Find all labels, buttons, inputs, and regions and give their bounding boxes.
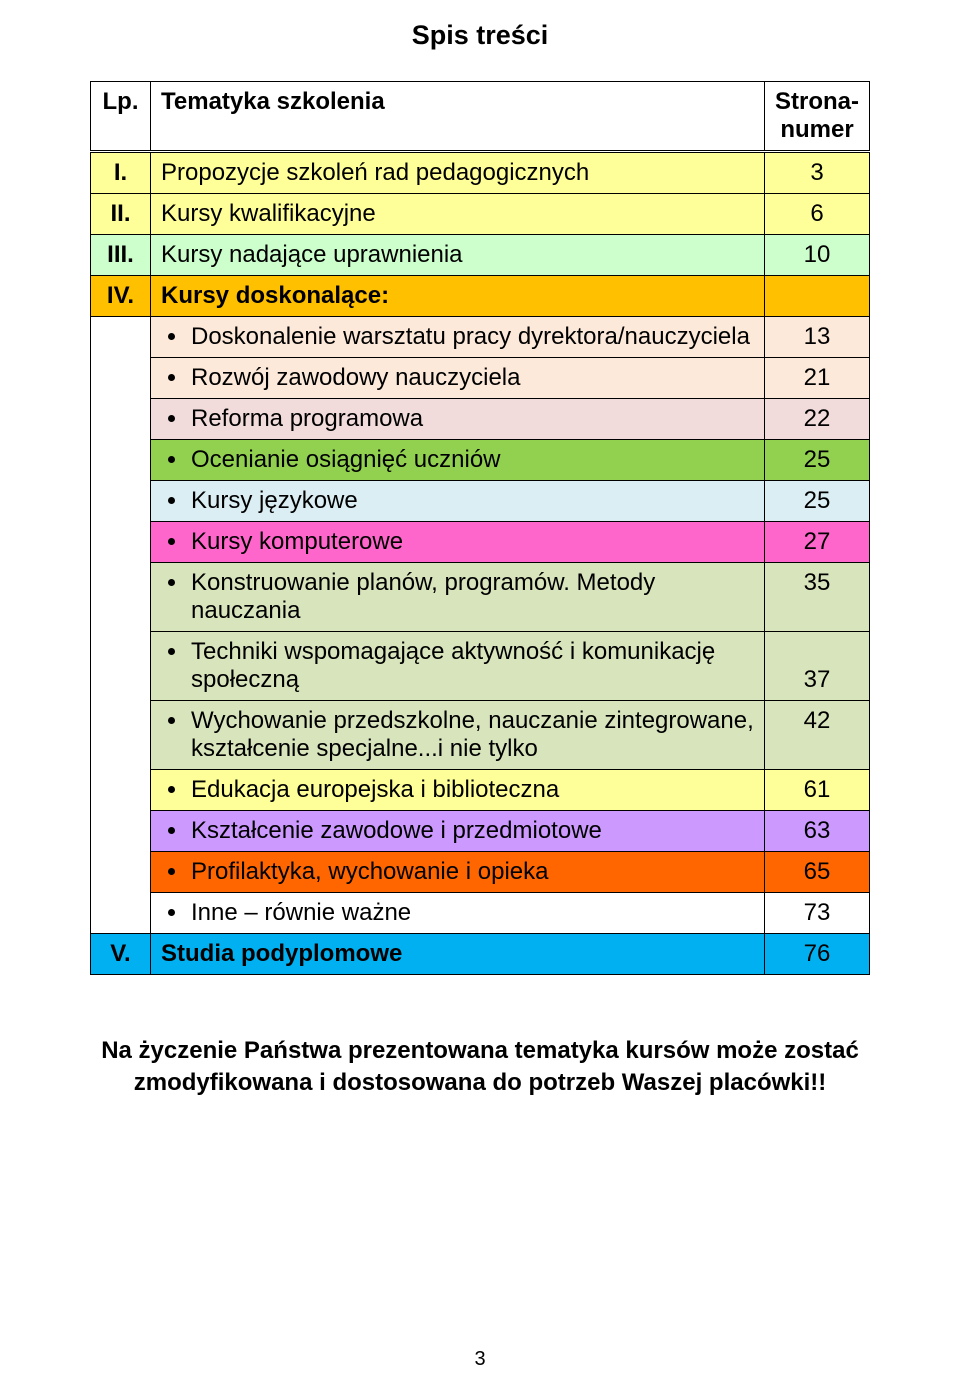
cell-text: Kursy doskonalące: (151, 276, 765, 317)
cell-num (765, 276, 870, 317)
header-page: Strona- numer (765, 82, 870, 152)
cell-lp: I. (91, 152, 151, 194)
cell-num: 6 (765, 194, 870, 235)
cell-lp: IV. (91, 276, 151, 317)
cell-text: Kursy kwalifikacyjne (151, 194, 765, 235)
bullet-item: Wychowanie przedszkolne, nauczanie zinte… (189, 707, 754, 763)
bullet-item: Profilaktyka, wychowanie i opieka (189, 858, 754, 886)
cell-text: Konstruowanie planów, programów. Metody … (151, 563, 765, 632)
bullet-item: Konstruowanie planów, programów. Metody … (189, 569, 754, 625)
table-row: Profilaktyka, wychowanie i opieka 65 (91, 852, 870, 893)
cell-num: 65 (765, 852, 870, 893)
cell-text: Rozwój zawodowy nauczyciela (151, 358, 765, 399)
bullet-item: Rozwój zawodowy nauczyciela (189, 364, 754, 392)
table-row: Kształcenie zawodowe i przedmiotowe 63 (91, 811, 870, 852)
cell-lp-empty (91, 317, 151, 934)
footnote: Na życzenie Państwa prezentowana tematyk… (90, 1035, 870, 1100)
bullet-item: Reforma programowa (189, 405, 754, 433)
table-row: Kursy językowe 25 (91, 481, 870, 522)
cell-text: Kursy nadające uprawnienia (151, 235, 765, 276)
table-row: V. Studia podyplomowe 76 (91, 934, 870, 975)
cell-num: 3 (765, 152, 870, 194)
table-row: Wychowanie przedszkolne, nauczanie zinte… (91, 701, 870, 770)
header-topic: Tematyka szkolenia (151, 82, 765, 152)
page-number: 3 (0, 1348, 960, 1371)
cell-num: 42 (765, 701, 870, 770)
table-row: Rozwój zawodowy nauczyciela 21 (91, 358, 870, 399)
cell-text: Propozycje szkoleń rad pedagogicznych (151, 152, 765, 194)
table-row: Inne – równie ważne 73 (91, 893, 870, 934)
cell-num: 76 (765, 934, 870, 975)
cell-text: Wychowanie przedszkolne, nauczanie zinte… (151, 701, 765, 770)
cell-text: Edukacja europejska i biblioteczna (151, 770, 765, 811)
table-row: II. Kursy kwalifikacyjne 6 (91, 194, 870, 235)
cell-lp: V. (91, 934, 151, 975)
page: Spis treści Lp. Tematyka szkolenia Stron… (0, 0, 960, 1391)
cell-num: 25 (765, 440, 870, 481)
table-row: Edukacja europejska i biblioteczna 61 (91, 770, 870, 811)
cell-text: Inne – równie ważne (151, 893, 765, 934)
table-row: Kursy komputerowe 27 (91, 522, 870, 563)
table-row: Doskonalenie warsztatu pracy dyrektora/n… (91, 317, 870, 358)
cell-text: Reforma programowa (151, 399, 765, 440)
table-row: Ocenianie osiągnięć uczniów 25 (91, 440, 870, 481)
header-lp: Lp. (91, 82, 151, 152)
cell-text: Techniki wspomagające aktywność i komuni… (151, 632, 765, 701)
cell-num: 35 (765, 563, 870, 632)
table-row: III. Kursy nadające uprawnienia 10 (91, 235, 870, 276)
cell-num: 13 (765, 317, 870, 358)
cell-num: 63 (765, 811, 870, 852)
bullet-item: Kształcenie zawodowe i przedmiotowe (189, 817, 754, 845)
cell-text: Kursy komputerowe (151, 522, 765, 563)
bullet-item: Kursy komputerowe (189, 528, 754, 556)
table-header-row: Lp. Tematyka szkolenia Strona- numer (91, 82, 870, 152)
cell-text: Kształcenie zawodowe i przedmiotowe (151, 811, 765, 852)
cell-lp: II. (91, 194, 151, 235)
table-row: I. Propozycje szkoleń rad pedagogicznych… (91, 152, 870, 194)
cell-num: 73 (765, 893, 870, 934)
bullet-item: Ocenianie osiągnięć uczniów (189, 446, 754, 474)
cell-num: 21 (765, 358, 870, 399)
cell-text: Kursy językowe (151, 481, 765, 522)
cell-text: Studia podyplomowe (151, 934, 765, 975)
bullet-item: Kursy językowe (189, 487, 754, 515)
bullet-item: Doskonalenie warsztatu pracy dyrektora/n… (189, 323, 754, 351)
cell-num: 27 (765, 522, 870, 563)
cell-num: 37 (765, 632, 870, 701)
cell-text: Ocenianie osiągnięć uczniów (151, 440, 765, 481)
cell-num: 25 (765, 481, 870, 522)
cell-num: 22 (765, 399, 870, 440)
table-row: Techniki wspomagające aktywność i komuni… (91, 632, 870, 701)
bullet-item: Inne – równie ważne (189, 899, 754, 927)
table-row: IV. Kursy doskonalące: (91, 276, 870, 317)
cell-text: Doskonalenie warsztatu pracy dyrektora/n… (151, 317, 765, 358)
cell-text: Profilaktyka, wychowanie i opieka (151, 852, 765, 893)
toc-table: Lp. Tematyka szkolenia Strona- numer I. … (90, 81, 870, 975)
page-title: Spis treści (90, 20, 870, 51)
table-row: Reforma programowa 22 (91, 399, 870, 440)
bullet-item: Techniki wspomagające aktywność i komuni… (189, 638, 754, 694)
cell-num: 10 (765, 235, 870, 276)
cell-lp: III. (91, 235, 151, 276)
bullet-item: Edukacja europejska i biblioteczna (189, 776, 754, 804)
table-row: Konstruowanie planów, programów. Metody … (91, 563, 870, 632)
cell-num: 61 (765, 770, 870, 811)
